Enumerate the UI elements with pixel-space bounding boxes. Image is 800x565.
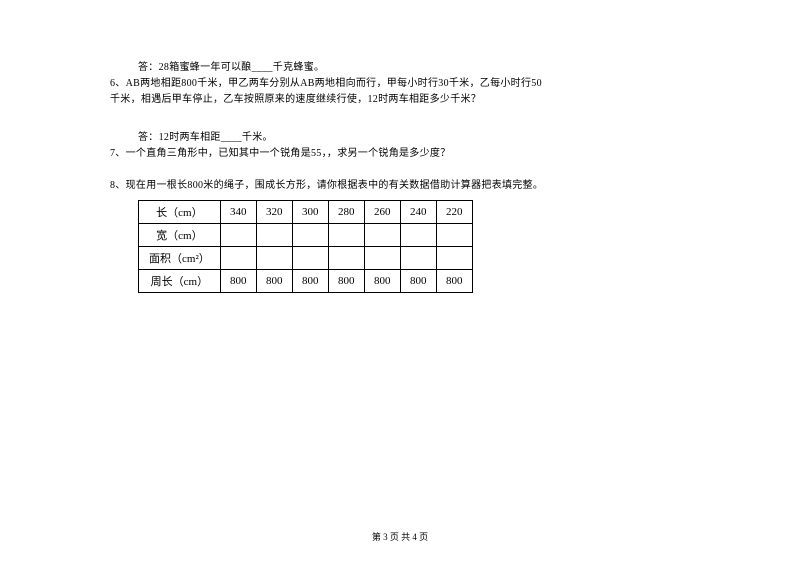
answer-line-1: 答：28箱蜜蜂一年可以酿____千克蜂蜜。 bbox=[110, 60, 690, 76]
table-cell: 800 bbox=[256, 270, 292, 293]
table-cell: 340 bbox=[220, 201, 256, 224]
header-width: 宽（cm） bbox=[139, 224, 221, 247]
table-row: 宽（cm） bbox=[139, 224, 473, 247]
table-cell: 260 bbox=[364, 201, 400, 224]
table-cell bbox=[292, 247, 328, 270]
rectangle-table: 长（cm） 340 320 300 280 260 240 220 宽（cm） … bbox=[138, 200, 473, 293]
table-cell: 800 bbox=[292, 270, 328, 293]
table-row: 长（cm） 340 320 300 280 260 240 220 bbox=[139, 201, 473, 224]
data-table-wrapper: 长（cm） 340 320 300 280 260 240 220 宽（cm） … bbox=[110, 200, 690, 293]
table-cell: 800 bbox=[220, 270, 256, 293]
table-cell: 300 bbox=[292, 201, 328, 224]
table-cell bbox=[220, 247, 256, 270]
page-footer: 第 3 页 共 4 页 bbox=[0, 530, 800, 543]
table-cell bbox=[400, 247, 436, 270]
table-cell bbox=[364, 224, 400, 247]
table-row: 面积（cm²） bbox=[139, 247, 473, 270]
table-cell bbox=[256, 247, 292, 270]
table-cell bbox=[220, 224, 256, 247]
table-cell: 800 bbox=[364, 270, 400, 293]
table-cell bbox=[292, 224, 328, 247]
table-cell: 240 bbox=[400, 201, 436, 224]
table-cell: 320 bbox=[256, 201, 292, 224]
table-cell: 280 bbox=[328, 201, 364, 224]
table-cell bbox=[256, 224, 292, 247]
header-perimeter: 周长（cm） bbox=[139, 270, 221, 293]
question-6-line-1: 6、AB两地相距800千米，甲乙两车分别从AB两地相向而行，甲每小时行30千米，… bbox=[110, 76, 690, 92]
table-cell bbox=[436, 247, 472, 270]
table-cell bbox=[328, 224, 364, 247]
answer-line-2: 答：12时两车相距____千米。 bbox=[110, 130, 690, 146]
question-7: 7、一个直角三角形中，已知其中一个锐角是55，，求另一个锐角是多少度？ bbox=[110, 146, 690, 162]
question-6-line-2: 千米，相遇后甲车停止，乙车按照原来的速度继续行使，12时两车相距多少千米？ bbox=[110, 92, 690, 108]
table-cell: 800 bbox=[328, 270, 364, 293]
table-cell bbox=[400, 224, 436, 247]
question-8: 8、现在用一根长800米的绳子，围成长方形，请你根据表中的有关数据借助计算器把表… bbox=[110, 178, 690, 194]
header-area: 面积（cm²） bbox=[139, 247, 221, 270]
table-cell: 800 bbox=[436, 270, 472, 293]
table-cell bbox=[328, 247, 364, 270]
header-length: 长（cm） bbox=[139, 201, 221, 224]
table-cell: 800 bbox=[400, 270, 436, 293]
table-cell bbox=[364, 247, 400, 270]
table-cell bbox=[436, 224, 472, 247]
table-row: 周长（cm） 800 800 800 800 800 800 800 bbox=[139, 270, 473, 293]
table-cell: 220 bbox=[436, 201, 472, 224]
